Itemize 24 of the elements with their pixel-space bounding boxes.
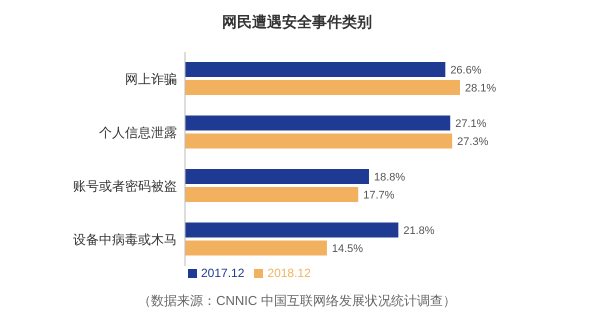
bar	[185, 80, 460, 95]
data-label: 27.1%	[455, 118, 487, 130]
data-label: 14.5%	[332, 242, 364, 255]
y-tick-label: 网上诈骗	[125, 71, 177, 86]
data-label: 17.7%	[363, 189, 395, 202]
data-label: 18.8%	[374, 171, 406, 184]
y-tick-label: 账号或者密码被盗	[73, 178, 177, 194]
data-label: 27.3%	[457, 136, 489, 148]
chart-title: 网民遭遇安全事件类别	[221, 13, 373, 33]
y-tick-label: 设备中病毒或木马	[73, 232, 177, 247]
data-label: 26.6%	[450, 64, 482, 76]
bar	[185, 240, 327, 256]
bar	[185, 222, 398, 238]
y-tick-label: 个人信息泄露	[99, 124, 177, 140]
legend-label: 2018.12	[267, 266, 311, 280]
data-label: 28.1%	[465, 82, 496, 94]
text: （数据来源：CNNIC 中国互联网络发展状况统计调查）	[137, 292, 457, 310]
legend-label: 2017.12	[201, 266, 244, 280]
bar	[185, 169, 369, 184]
bar	[185, 134, 452, 148]
bar	[185, 187, 358, 202]
bar	[185, 62, 446, 77]
bar	[185, 116, 450, 130]
data-label: 21.8%	[403, 224, 435, 237]
